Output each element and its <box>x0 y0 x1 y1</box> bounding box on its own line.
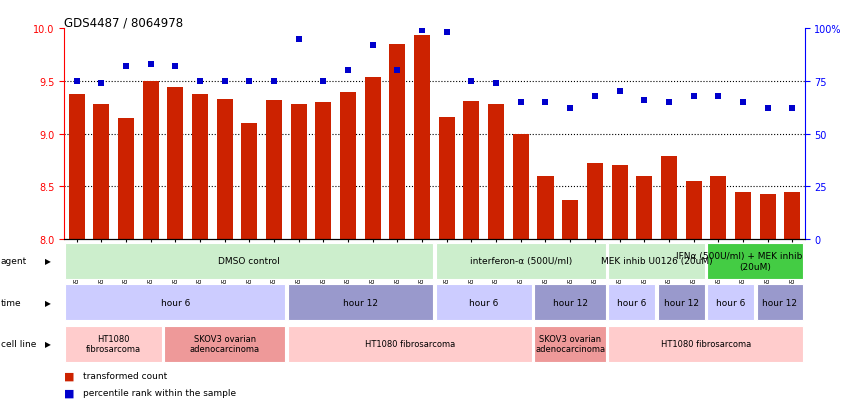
Bar <box>315 102 331 240</box>
Bar <box>534 285 606 320</box>
Bar <box>65 243 433 279</box>
Bar <box>68 95 85 240</box>
Bar <box>534 326 606 362</box>
Text: hour 6: hour 6 <box>161 298 190 307</box>
Bar <box>513 134 529 240</box>
Text: hour 6: hour 6 <box>469 298 498 307</box>
Text: ▶: ▶ <box>45 257 51 266</box>
Bar <box>340 93 356 240</box>
Bar <box>562 201 578 240</box>
Text: time: time <box>1 298 21 307</box>
Bar <box>707 285 754 320</box>
Text: hour 6: hour 6 <box>617 298 646 307</box>
Bar <box>143 82 158 240</box>
Bar <box>291 105 306 240</box>
Bar <box>609 326 804 362</box>
Text: interferon-α (500U/ml): interferon-α (500U/ml) <box>470 257 572 266</box>
Bar <box>661 157 677 240</box>
Bar <box>365 77 381 240</box>
Bar <box>538 176 554 240</box>
Text: percentile rank within the sample: percentile rank within the sample <box>83 388 236 397</box>
Bar <box>436 243 606 279</box>
Text: ▶: ▶ <box>45 298 51 307</box>
Text: ■: ■ <box>64 371 74 381</box>
Bar <box>784 192 800 240</box>
Bar <box>288 285 433 320</box>
Text: HT1080
fibrosarcoma: HT1080 fibrosarcoma <box>86 334 141 354</box>
Bar <box>757 285 804 320</box>
Bar <box>164 326 285 362</box>
Bar <box>710 176 726 240</box>
Bar <box>636 176 652 240</box>
Bar <box>439 117 455 240</box>
Bar <box>686 182 702 240</box>
Text: HT1080 fibrosarcoma: HT1080 fibrosarcoma <box>661 339 751 348</box>
Text: GDS4487 / 8064978: GDS4487 / 8064978 <box>64 17 183 29</box>
Bar <box>463 102 479 240</box>
Text: HT1080 fibrosarcoma: HT1080 fibrosarcoma <box>365 339 455 348</box>
Bar <box>488 105 504 240</box>
Text: DMSO control: DMSO control <box>218 257 280 266</box>
Bar <box>609 285 656 320</box>
Text: SKOV3 ovarian
adenocarcinoma: SKOV3 ovarian adenocarcinoma <box>535 334 605 354</box>
Bar <box>93 105 110 240</box>
Text: MEK inhib U0126 (20uM): MEK inhib U0126 (20uM) <box>601 257 712 266</box>
Bar <box>65 326 162 362</box>
Text: transformed count: transformed count <box>83 371 167 380</box>
Bar <box>436 285 532 320</box>
Bar <box>288 326 532 362</box>
Text: cell line: cell line <box>1 339 36 348</box>
Bar <box>707 243 804 279</box>
Bar <box>657 285 704 320</box>
Text: agent: agent <box>1 257 27 266</box>
Text: ■: ■ <box>64 387 74 397</box>
Bar <box>735 192 751 240</box>
Text: IFNα (500U/ml) + MEK inhib U0126
(20uM): IFNα (500U/ml) + MEK inhib U0126 (20uM) <box>676 252 835 271</box>
Text: hour 12: hour 12 <box>663 298 698 307</box>
Bar <box>266 100 282 240</box>
Bar <box>167 88 183 240</box>
Bar <box>118 119 134 240</box>
Bar <box>389 45 406 240</box>
Bar <box>587 164 603 240</box>
Bar <box>611 166 627 240</box>
Bar <box>65 285 285 320</box>
Text: SKOV3 ovarian
adenocarcinoma: SKOV3 ovarian adenocarcinoma <box>189 334 259 354</box>
Bar <box>192 95 208 240</box>
Bar <box>759 194 776 240</box>
Bar <box>609 243 704 279</box>
Bar <box>217 100 233 240</box>
Bar <box>241 124 258 240</box>
Text: hour 12: hour 12 <box>763 298 798 307</box>
Text: hour 12: hour 12 <box>343 298 377 307</box>
Bar <box>414 36 430 240</box>
Text: ▶: ▶ <box>45 339 51 348</box>
Text: hour 12: hour 12 <box>553 298 588 307</box>
Text: hour 6: hour 6 <box>716 298 746 307</box>
